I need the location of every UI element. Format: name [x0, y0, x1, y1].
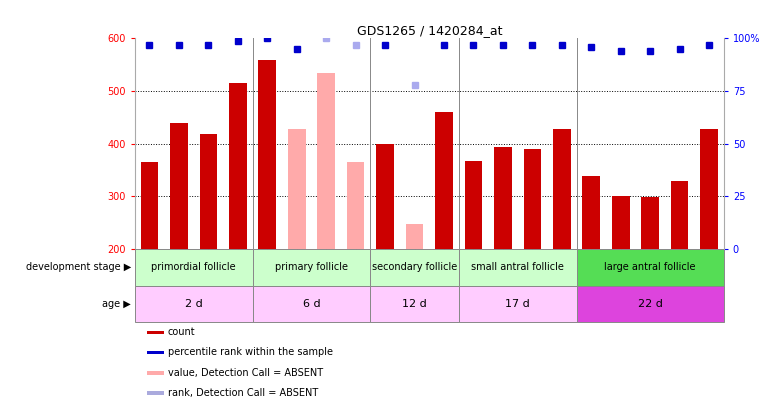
Bar [577, 249, 724, 286]
Text: rank, Detection Call = ABSENT: rank, Detection Call = ABSENT [168, 388, 318, 398]
Bar [553, 129, 571, 249]
Text: percentile rank within the sample: percentile rank within the sample [168, 347, 333, 357]
Text: age ▶: age ▶ [102, 299, 131, 309]
Bar [199, 134, 217, 249]
Bar [612, 196, 630, 249]
Bar [135, 286, 253, 322]
Bar [700, 129, 718, 249]
Bar [582, 177, 600, 249]
Title: GDS1265 / 1420284_at: GDS1265 / 1420284_at [357, 24, 502, 37]
Bar [435, 112, 453, 249]
Bar [459, 286, 577, 322]
Text: count: count [168, 327, 196, 337]
Text: 12 d: 12 d [402, 299, 427, 309]
Text: 6 d: 6 d [303, 299, 320, 309]
Text: large antral follicle: large antral follicle [604, 262, 696, 272]
Text: 22 d: 22 d [638, 299, 663, 309]
Text: secondary follicle: secondary follicle [372, 262, 457, 272]
Bar [146, 391, 164, 395]
Text: small antral follicle: small antral follicle [471, 262, 564, 272]
Bar [671, 181, 688, 249]
Bar [146, 330, 164, 334]
Bar [524, 149, 541, 249]
Bar [135, 249, 253, 286]
Bar [253, 249, 370, 286]
Bar [259, 60, 276, 249]
Bar [459, 249, 577, 286]
Bar [406, 224, 424, 249]
Bar [317, 73, 335, 249]
Bar [464, 161, 482, 249]
Bar [141, 162, 159, 249]
Bar [146, 371, 164, 375]
Bar [170, 123, 188, 249]
Bar [641, 198, 659, 249]
Bar [370, 286, 459, 322]
Bar [229, 83, 246, 249]
Text: development stage ▶: development stage ▶ [25, 262, 131, 272]
Bar [370, 249, 459, 286]
Bar [146, 351, 164, 354]
Bar [577, 286, 724, 322]
Bar [346, 162, 364, 249]
Text: 17 d: 17 d [505, 299, 530, 309]
Text: 2 d: 2 d [185, 299, 203, 309]
Bar [377, 144, 394, 249]
Bar [494, 147, 512, 249]
Bar [288, 129, 306, 249]
Text: primary follicle: primary follicle [275, 262, 348, 272]
Text: primordial follicle: primordial follicle [152, 262, 236, 272]
Bar [253, 286, 370, 322]
Text: value, Detection Call = ABSENT: value, Detection Call = ABSENT [168, 368, 323, 377]
